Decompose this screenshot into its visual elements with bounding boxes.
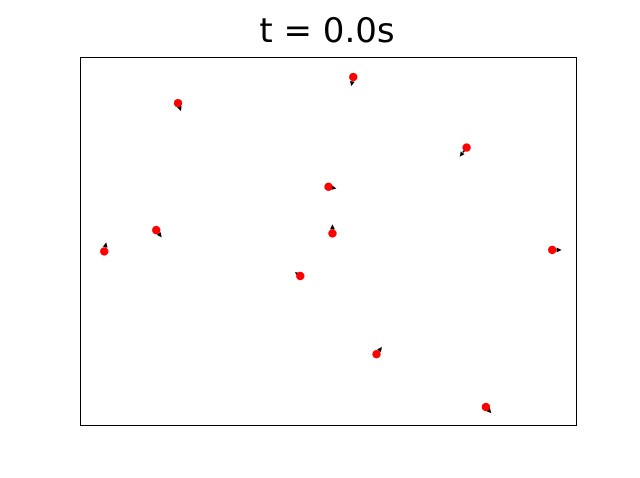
- scatter-point: [548, 245, 557, 255]
- scatter-point: [372, 349, 381, 359]
- scatter-point: [324, 182, 333, 192]
- scatter-marks: [100, 72, 562, 414]
- scatter-point: [349, 72, 358, 82]
- scatter-point: [481, 402, 491, 412]
- chart-title: t = 0.0s: [259, 11, 395, 51]
- velocity-arrow-head: [330, 224, 335, 230]
- velocity-arrow-head: [556, 247, 562, 253]
- scatter-point: [100, 247, 109, 256]
- velocity-arrow-head: [459, 151, 465, 157]
- scatter-point: [296, 271, 305, 281]
- scatter-point: [173, 98, 183, 108]
- velocity-arrow-head: [377, 346, 382, 353]
- velocity-arrow-head: [102, 242, 108, 248]
- plot-frame: [80, 57, 577, 426]
- scatter-point: [152, 225, 161, 235]
- velocity-arrow-head: [486, 407, 492, 414]
- velocity-arrow-head: [156, 232, 162, 238]
- velocity-arrow-head: [349, 80, 355, 87]
- scatter-point: [328, 229, 337, 238]
- scatter-point: [462, 143, 471, 152]
